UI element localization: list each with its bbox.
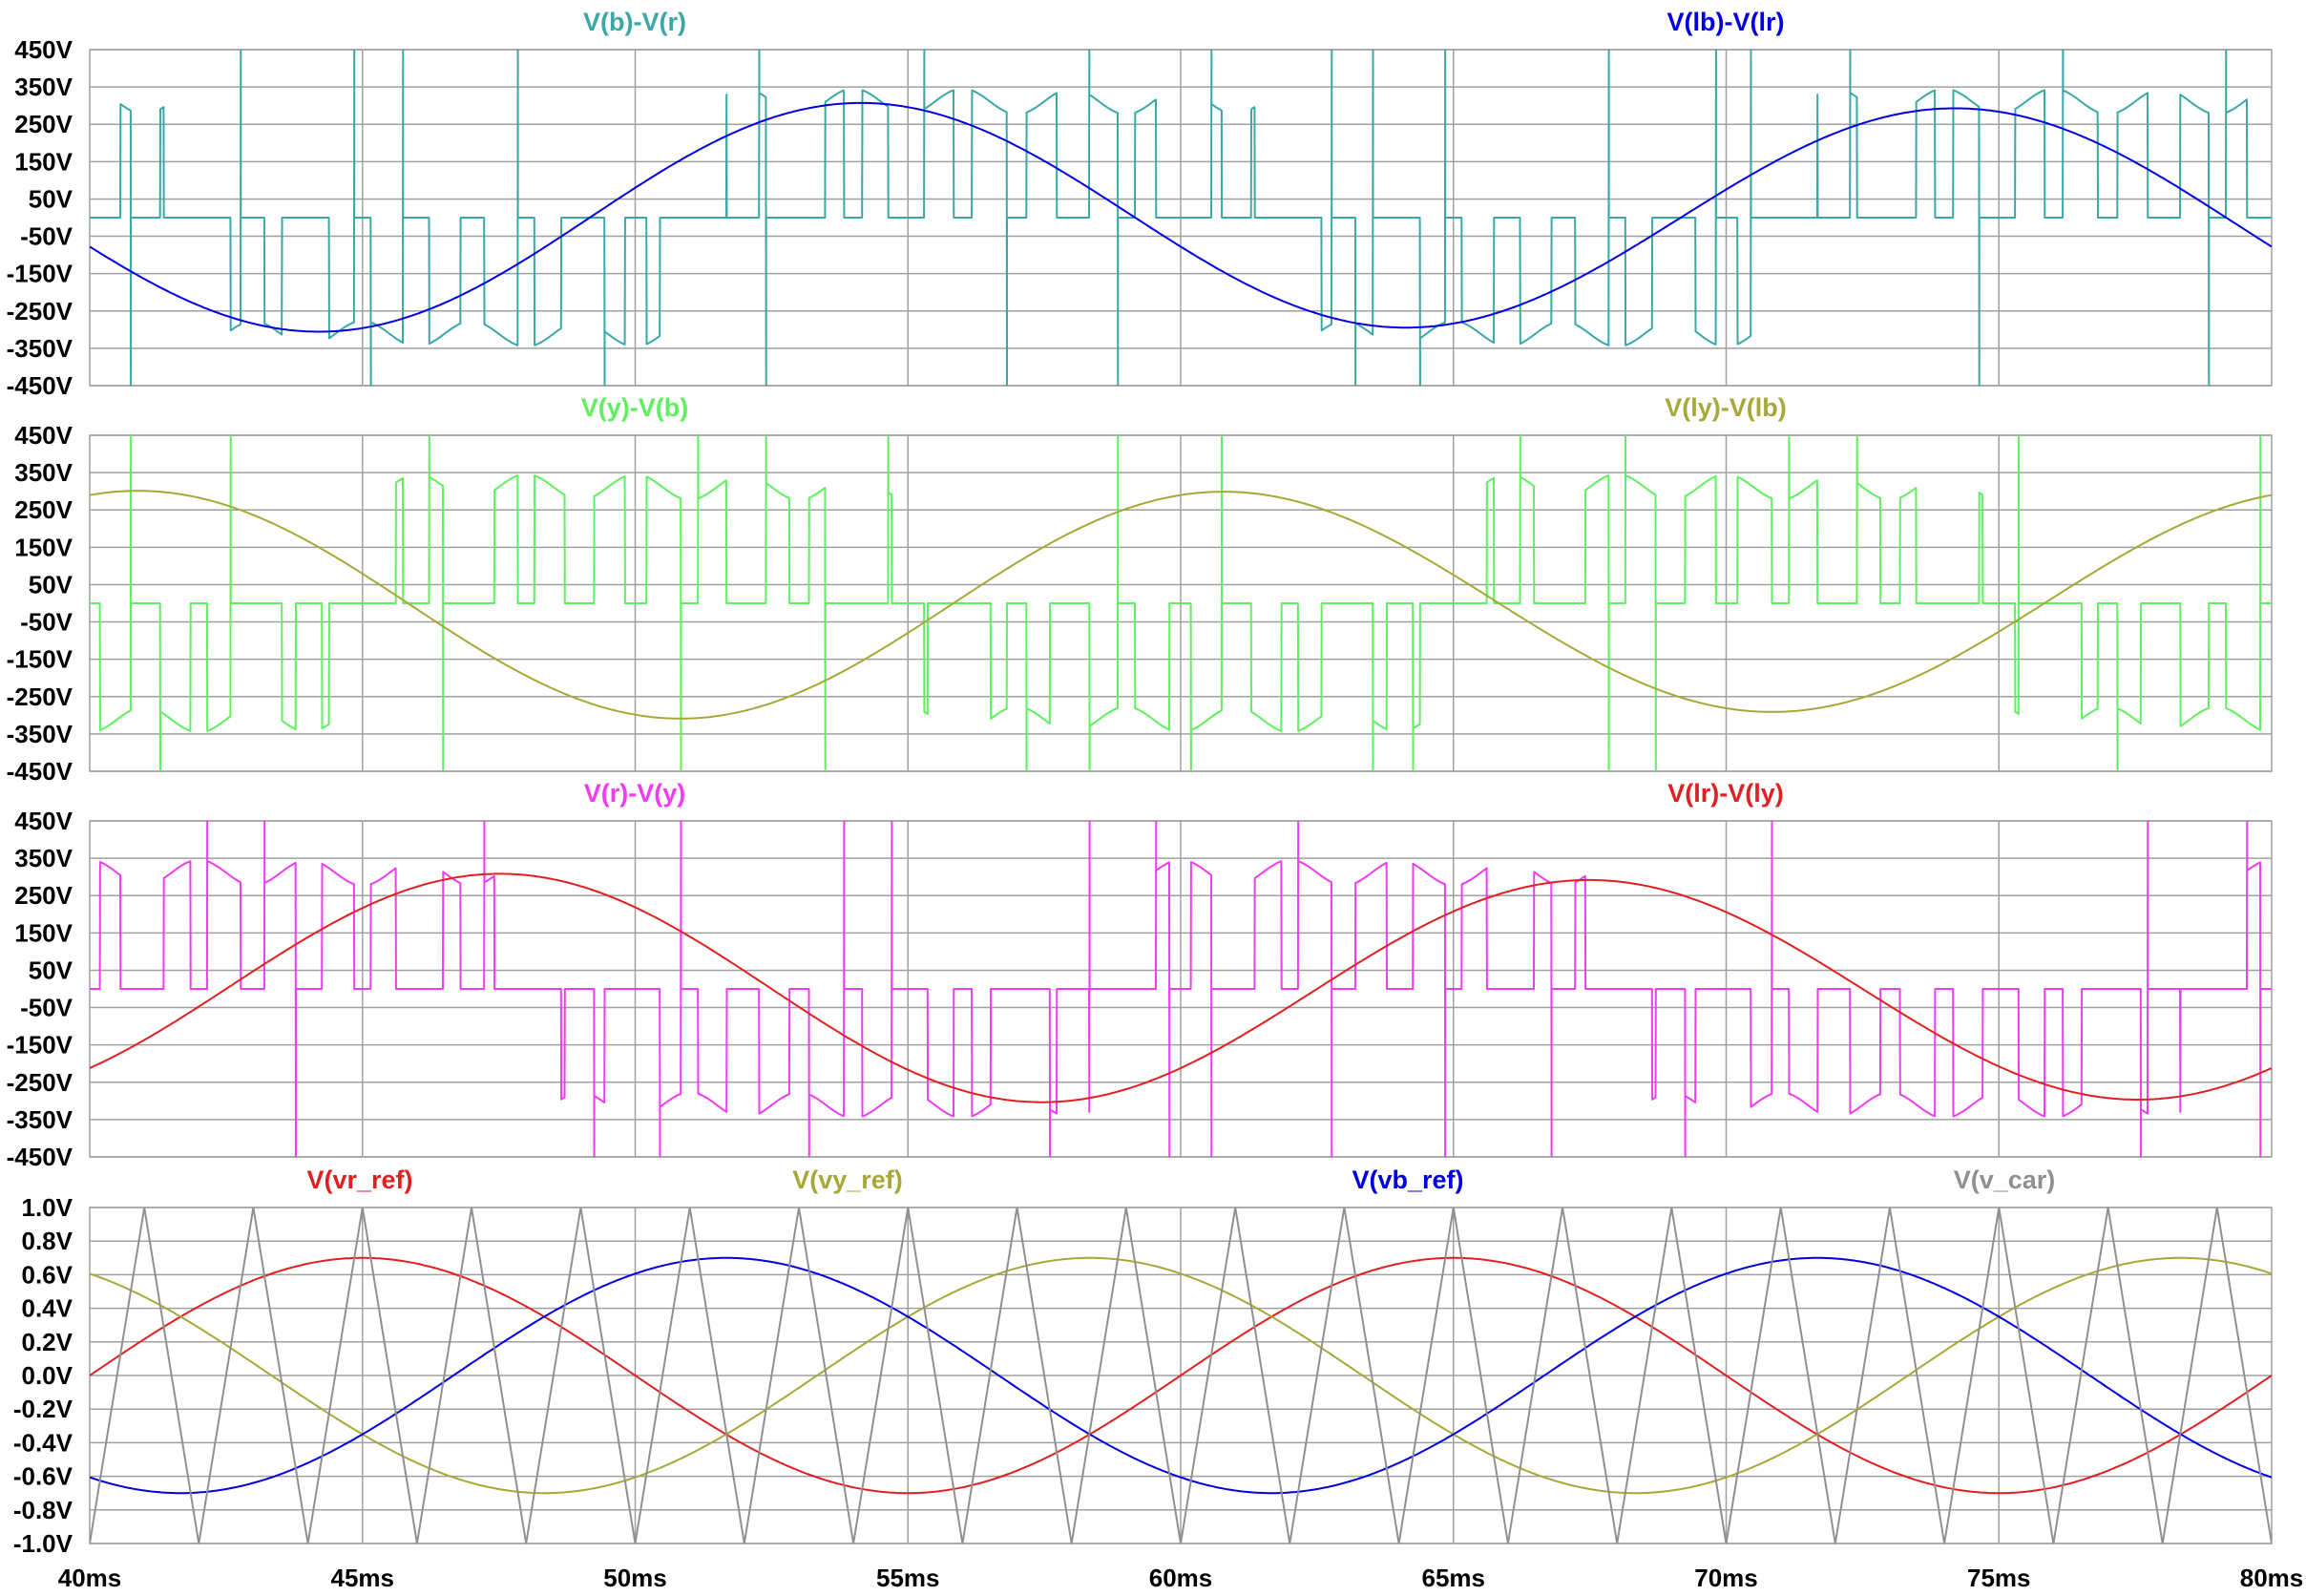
- y-tick-label: -450V: [7, 371, 73, 400]
- series-label-v-ly-v-lb[interactable]: V(ly)-V(lb): [1665, 393, 1787, 422]
- series-v-v-car: [90, 1208, 2272, 1544]
- x-tick-label: 70ms: [1694, 1564, 1758, 1592]
- trace-group: [90, 1208, 2272, 1544]
- y-tick-label: -450V: [7, 1143, 73, 1171]
- y-tick-label: 0.2V: [22, 1328, 73, 1356]
- y-tick-label: 50V: [29, 570, 73, 598]
- y-tick-label: -150V: [7, 1031, 73, 1060]
- y-tick-label: -150V: [7, 645, 73, 674]
- panel-4: 1.0V 0.8V 0.6V 0.4V 0.2V 0.0V -0.2V -0.4V -0.6V -…: [13, 1166, 2303, 1592]
- y-tick-label: -0.2V: [13, 1395, 73, 1423]
- y-tick-label: -150V: [7, 260, 73, 288]
- panel-2: 450V 350V 250V 150V 50V -50V -150V -250V -350V -4…: [7, 393, 2273, 786]
- y-tick-label: 0.0V: [22, 1361, 73, 1390]
- trace-group: [90, 50, 2272, 386]
- y-tick-label: 250V: [14, 881, 73, 910]
- y-tick-label: 450V: [14, 421, 73, 450]
- series-v-vr-ref: [90, 1256, 2272, 1495]
- y-tick-label: -250V: [7, 1068, 73, 1097]
- series-label-v-vb-ref[interactable]: V(vb_ref): [1352, 1166, 1463, 1194]
- series-label-v-vr-ref[interactable]: V(vr_ref): [306, 1166, 412, 1194]
- y-tick-label: 450V: [14, 35, 73, 64]
- y-tick-label: 0.8V: [22, 1227, 73, 1255]
- y-tick-label: 150V: [14, 918, 73, 947]
- y-tick-label: -0.4V: [13, 1428, 73, 1457]
- y-tick-label: 150V: [14, 533, 73, 561]
- series-v-lr-v-ly: [90, 872, 2272, 1103]
- y-tick-label: -1.0V: [13, 1529, 73, 1558]
- series-label-v-b-v-r[interactable]: V(b)-V(r): [583, 8, 686, 36]
- trace-group: [90, 435, 2272, 771]
- x-tick-label: 45ms: [331, 1564, 395, 1592]
- series-v-y-v-b: [90, 435, 2272, 771]
- y-tick-label: 1.0V: [22, 1193, 73, 1222]
- series-v-vb-ref: [90, 1256, 2272, 1495]
- y-tick-label: -50V: [20, 222, 73, 251]
- x-tick-label: 65ms: [1422, 1564, 1486, 1592]
- y-tick-label: -0.6V: [13, 1462, 73, 1491]
- series-label-v-r-v-y[interactable]: V(r)-V(y): [584, 779, 686, 808]
- y-tick-label: -0.8V: [13, 1496, 73, 1524]
- y-tick-label: -250V: [7, 682, 73, 711]
- y-tick-label: 50V: [29, 956, 73, 984]
- series-v-vy-ref: [90, 1256, 2272, 1495]
- y-tick-label: -350V: [7, 720, 73, 748]
- panel-1: 450V 350V 250V 150V 50V -50V -150V -250V -350V -4…: [7, 8, 2273, 400]
- series-v-r-v-y: [90, 821, 2272, 1157]
- y-tick-label: -50V: [20, 608, 73, 637]
- y-tick-label: -350V: [7, 1105, 73, 1134]
- series-label-v-vy-ref[interactable]: V(vy_ref): [792, 1166, 903, 1194]
- y-tick-label: 0.6V: [22, 1260, 73, 1289]
- trace-group: [90, 821, 2272, 1157]
- x-tick-label: 60ms: [1149, 1564, 1213, 1592]
- x-tick-label: 75ms: [1967, 1564, 2031, 1592]
- y-tick-label: 250V: [14, 110, 73, 138]
- series-v-b-v-r: [90, 50, 2272, 386]
- series-label-v-y-v-b[interactable]: V(y)-V(b): [581, 393, 688, 422]
- series-label-v-lr-v-ly[interactable]: V(lr)-V(ly): [1667, 779, 1784, 808]
- y-tick-label: -450V: [7, 757, 73, 786]
- y-tick-label: 350V: [14, 73, 73, 101]
- x-tick-label: 55ms: [876, 1564, 940, 1592]
- y-tick-label: -350V: [7, 334, 73, 363]
- x-tick-label: 40ms: [58, 1564, 122, 1592]
- y-tick-label: 50V: [29, 184, 73, 213]
- series-v-ly-v-lb: [90, 490, 2272, 720]
- panel-3: 450V 350V 250V 150V 50V -50V -150V -250V -350V -4…: [7, 779, 2273, 1171]
- y-tick-label: -50V: [20, 994, 73, 1022]
- x-tick-label: 80ms: [2240, 1564, 2304, 1592]
- y-tick-label: 250V: [14, 495, 73, 524]
- y-tick-label: 450V: [14, 807, 73, 835]
- y-tick-label: -250V: [7, 297, 73, 326]
- series-label-v-lb-v-lr[interactable]: V(lb)-V(lr): [1667, 8, 1785, 36]
- y-tick-label: 350V: [14, 844, 73, 872]
- series-v-lb-v-lr: [90, 101, 2272, 333]
- series-label-v-v-car[interactable]: V(v_car): [1954, 1166, 2056, 1194]
- y-tick-label: 350V: [14, 458, 73, 487]
- y-tick-label: 150V: [14, 147, 73, 176]
- y-tick-label: 0.4V: [22, 1294, 73, 1323]
- x-tick-label: 50ms: [603, 1564, 667, 1592]
